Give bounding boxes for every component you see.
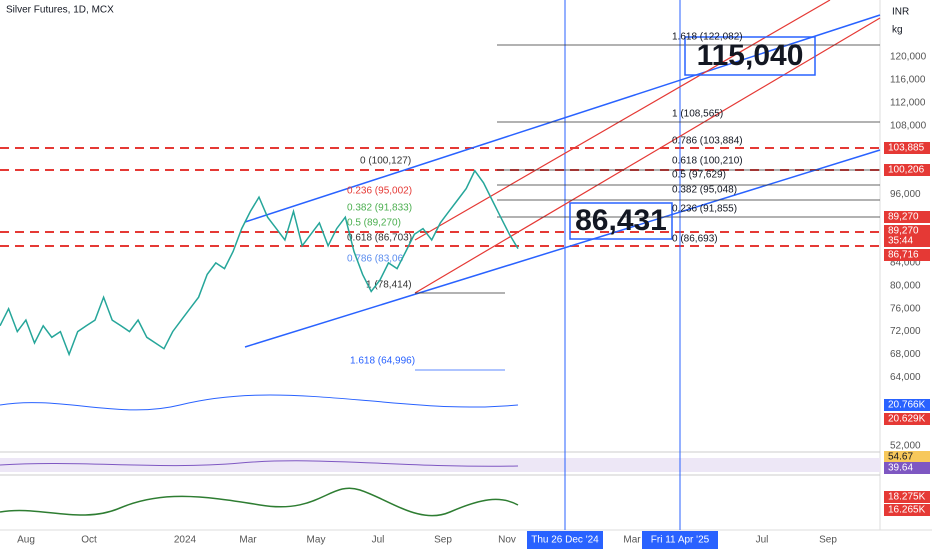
price-tag-bg — [884, 462, 930, 474]
price-tag: 100,206 — [888, 165, 925, 176]
price-line — [0, 169, 519, 357]
price-tag: 103,885 — [888, 143, 925, 154]
price-tag: 39.64 — [888, 463, 913, 474]
y-tick-label: 84,000 — [890, 258, 921, 269]
price-tag: 86,716 — [888, 250, 919, 261]
callout-box — [684, 36, 816, 76]
fib-label: 0.236 (91,855) — [672, 204, 737, 215]
price-tag: 89,270 — [888, 212, 919, 223]
price-tag-bg — [884, 211, 930, 223]
price-tag-bg — [884, 225, 930, 237]
y-tick-label: 120,000 — [890, 52, 927, 63]
fib-label: 0.5 (97,629) — [672, 170, 726, 181]
y-tick-label: 76,000 — [890, 303, 921, 314]
time-highlight — [527, 531, 603, 549]
time-label: 2024 — [174, 535, 197, 546]
time-label: Nov — [498, 535, 516, 546]
price-tag: 35:44 — [888, 236, 913, 247]
y-tick-label: 112,000 — [890, 97, 926, 108]
time-label: Thu 26 Dec '24 — [531, 535, 599, 546]
y-tick-label: 64,000 — [890, 372, 921, 383]
price-tag-bg — [884, 451, 930, 463]
y-tick-label: 116,000 — [890, 75, 926, 86]
price-tag: 18.275K — [888, 492, 926, 503]
dashed-levels — [0, 147, 880, 247]
time-label: Sep — [819, 535, 837, 546]
fib-lines — [415, 44, 880, 371]
price-tag: 89,270 — [888, 226, 919, 237]
price-tag-bg — [884, 491, 930, 503]
price-tag: 16.265K — [888, 505, 926, 516]
price-tag-bg — [884, 504, 930, 516]
fib-label: 0.618 (86,703) — [347, 233, 412, 244]
fib-label: 0.5 (89,270) — [347, 218, 401, 229]
y-tick-label: 96,000 — [890, 189, 921, 200]
time-label: Sep — [434, 535, 452, 546]
price-tag-bg — [884, 164, 930, 176]
y-tick-label: 52,000 — [890, 441, 921, 452]
price-tag-bg — [884, 142, 930, 154]
rsi-line — [0, 460, 519, 467]
oscillator — [0, 487, 519, 517]
fib-label: 0.236 (95,002) — [347, 186, 412, 197]
fib-label: 0.786 (83,06 — [347, 254, 404, 265]
unit: kg — [892, 25, 903, 36]
price-tag: 20.766K — [888, 400, 926, 411]
fib-label: 0.786 (103,884) — [672, 136, 743, 147]
blue-channel — [244, 14, 881, 348]
callout: 115,040 — [697, 39, 804, 72]
y-tick-label: 68,000 — [890, 349, 921, 360]
price-tag-bg — [884, 399, 930, 411]
time-highlight — [642, 531, 718, 549]
time-label: Jul — [756, 535, 769, 546]
price-tag: 20.629K — [888, 414, 926, 425]
time-label: Jul — [372, 535, 385, 546]
time-label: Mar — [239, 535, 257, 546]
fib-label: 1 (78,414) — [366, 280, 412, 291]
fib-label: 0 (86,693) — [672, 234, 718, 245]
currency: INR — [892, 7, 909, 18]
fib-label: 1.618 (64,996) — [350, 356, 415, 367]
fib-label: 0.382 (91,833) — [347, 203, 412, 214]
time-label: Aug — [17, 535, 35, 546]
fib-label: 1 (108,565) — [672, 109, 723, 120]
time-label: Oct — [81, 535, 97, 546]
callout: 86,431 — [575, 204, 667, 237]
price-tag-bg — [884, 235, 930, 247]
fib-label: 0 (100,127) — [360, 156, 411, 167]
time-label: May — [307, 535, 326, 546]
volume-ma — [0, 394, 519, 411]
red-channel — [414, 0, 881, 294]
callout-box — [569, 202, 673, 240]
time-label: Mar — [623, 535, 641, 546]
fib-label: 0.618 (100,210) — [672, 156, 743, 167]
title: Silver Futures, 1D, MCX — [6, 5, 114, 16]
time-label: Fri 11 Apr '25 — [651, 535, 710, 546]
fib-label: 1.618 (122,082) — [672, 32, 743, 43]
price-tag: 54.67 — [888, 452, 913, 463]
y-tick-label: 72,000 — [890, 326, 921, 337]
price-tag-bg — [884, 249, 930, 261]
y-tick-label: 108,000 — [890, 120, 927, 131]
y-tick-label: 80,000 — [890, 280, 921, 291]
price-tag-bg — [884, 413, 930, 425]
fib-label: 0.382 (95,048) — [672, 185, 737, 196]
